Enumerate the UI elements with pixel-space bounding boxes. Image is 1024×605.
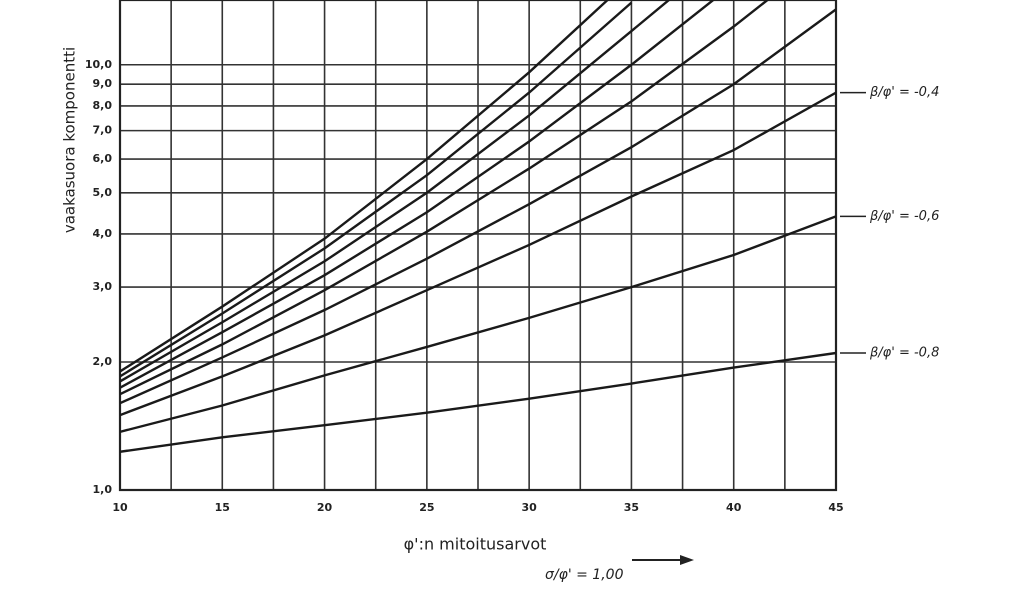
series-line bbox=[120, 351, 836, 453]
y-tick-label: 9,0 bbox=[93, 77, 113, 90]
series-line bbox=[120, 0, 671, 383]
y-tick-label: 10,0 bbox=[85, 58, 112, 71]
plot-area bbox=[120, 0, 836, 453]
curve-label: β/φ' = -0,6 bbox=[869, 209, 939, 224]
series-line bbox=[120, 91, 836, 417]
x-tick-label: 40 bbox=[726, 501, 742, 514]
y-tick-label: 7,0 bbox=[93, 124, 113, 137]
x-tick-label: 25 bbox=[419, 501, 434, 514]
y-axis-label: vaakasuora komponentti bbox=[61, 47, 79, 233]
series-line bbox=[120, 0, 610, 373]
plot-frame bbox=[118, 0, 838, 492]
arrow-head bbox=[680, 555, 694, 565]
x-tick-label: 35 bbox=[624, 501, 639, 514]
y-tick-label: 4,0 bbox=[93, 227, 113, 240]
x-tick-label: 20 bbox=[317, 501, 333, 514]
y-tick-label: 3,0 bbox=[93, 280, 113, 293]
series-line bbox=[120, 1, 633, 378]
y-tick-label: 5,0 bbox=[93, 186, 113, 199]
curve-label: β/φ' = -0,4 bbox=[869, 85, 939, 100]
x-tick-label: 30 bbox=[521, 501, 537, 514]
x-axis-label: φ':n mitoitusarvot bbox=[404, 535, 547, 554]
x-tick-label: 10 bbox=[112, 501, 128, 514]
series-line bbox=[120, 0, 716, 389]
y-tick-label: 1,0 bbox=[93, 483, 113, 496]
x-tick-label: 45 bbox=[828, 501, 843, 514]
y-tick-label: 2,0 bbox=[93, 355, 113, 368]
series-line bbox=[120, 8, 836, 405]
annotation: σ/φ' = 1,00 bbox=[545, 567, 624, 583]
curve-label: β/φ' = -0,8 bbox=[869, 345, 939, 360]
series-line bbox=[120, 0, 770, 396]
x-tick-label: 15 bbox=[215, 501, 230, 514]
y-tick-label: 8,0 bbox=[93, 99, 113, 112]
series-line bbox=[120, 215, 836, 434]
y-tick-label: 6,0 bbox=[93, 152, 113, 165]
